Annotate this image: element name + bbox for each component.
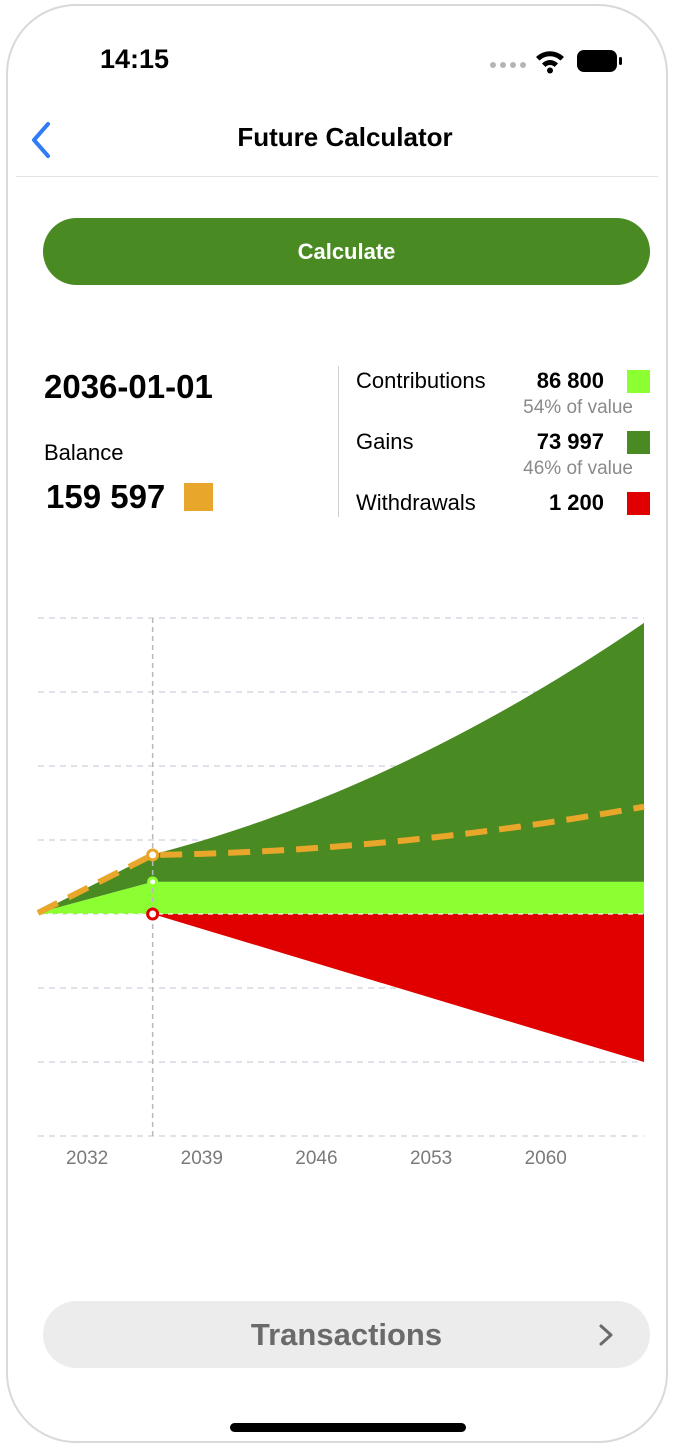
contributions-area <box>38 881 644 914</box>
transactions-button[interactable]: Transactions <box>43 1301 650 1368</box>
gains-area <box>38 622 644 913</box>
battery-icon <box>577 50 622 72</box>
balance-swatch <box>184 483 213 511</box>
transactions-label: Transactions <box>250 1317 443 1352</box>
withdrawals-value: 1 200 <box>548 490 604 515</box>
gains-percent: 46% of value <box>523 458 633 479</box>
x-tick-label: 2046 <box>295 1148 337 1169</box>
contributions-marker <box>147 876 159 888</box>
withdrawals-label: Withdrawals <box>356 490 476 515</box>
contributions-value: 86 800 <box>536 368 604 393</box>
wifi-icon <box>536 51 564 74</box>
withdrawals-swatch <box>627 492 650 515</box>
chevron-right-icon <box>599 1324 613 1346</box>
phone-frame: 14:15 Future Calculator Calculate 2036-0… <box>6 4 668 1443</box>
balance-marker <box>146 848 160 862</box>
selected-date: 2036-01-01 <box>44 368 213 405</box>
balance-label: Balance <box>44 440 124 465</box>
back-chevron-icon[interactable] <box>28 120 58 160</box>
nav-divider <box>16 176 658 177</box>
withdrawals-area <box>152 914 644 1062</box>
contributions-percent: 54% of value <box>523 397 633 418</box>
summary-divider <box>338 366 339 517</box>
x-tick-label: 2032 <box>66 1148 108 1169</box>
home-indicator <box>230 1423 466 1432</box>
gains-label: Gains <box>356 429 414 454</box>
contributions-label: Contributions <box>356 368 486 393</box>
gains-swatch <box>627 431 650 454</box>
page-title: Future Calculator <box>237 122 453 152</box>
x-tick-label: 2060 <box>525 1148 567 1169</box>
contributions-swatch <box>627 370 650 393</box>
x-tick-label: 2053 <box>410 1148 452 1169</box>
balance-value: 159 597 <box>46 478 166 515</box>
withdrawals-marker <box>146 907 160 921</box>
x-tick-label: 2039 <box>181 1148 223 1169</box>
status-time: 14:15 <box>100 44 170 74</box>
cellular-signal-icon <box>490 62 526 68</box>
calculate-button[interactable]: Calculate <box>43 218 650 285</box>
projection-chart[interactable]: 2032 2039 2046 2053 2060 <box>8 596 668 1186</box>
gains-value: 73 997 <box>536 429 604 454</box>
